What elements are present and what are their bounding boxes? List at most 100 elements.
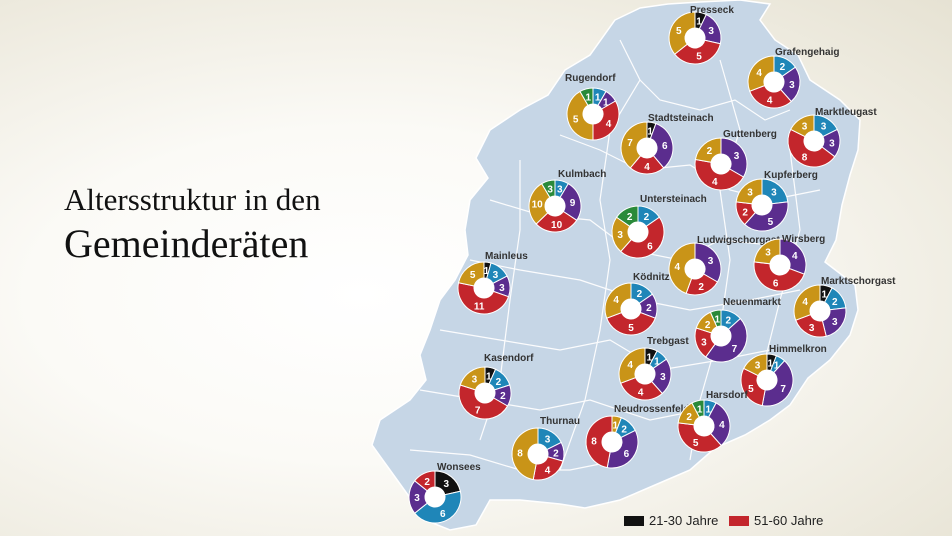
donut-hole bbox=[474, 278, 494, 298]
slice-value-label: 3 bbox=[765, 248, 771, 259]
slice-value-label: 3 bbox=[802, 122, 808, 133]
slice-value-label: 4 bbox=[627, 360, 633, 371]
donut-hole bbox=[628, 222, 648, 242]
slice-value-label: 3 bbox=[617, 230, 623, 241]
slice-value-label: 3 bbox=[499, 283, 505, 294]
slice-value-label: 7 bbox=[780, 384, 786, 395]
municipality-name-label: Neudrossenfeld bbox=[614, 404, 690, 415]
slice-value-label: 3 bbox=[708, 26, 714, 37]
donut-hole bbox=[752, 195, 772, 215]
slice-value-label: 3 bbox=[771, 188, 777, 199]
donut-ludwigschorgast: 3 2 4 Ludwigschorgast bbox=[668, 235, 780, 296]
slice-value-label: 6 bbox=[662, 141, 668, 152]
slice-value-label: 1 bbox=[654, 357, 660, 368]
slice-value-label: 4 bbox=[606, 119, 612, 130]
map-title: Altersstruktur in den Gemeinderäten bbox=[64, 180, 321, 268]
slice-value-label: 5 bbox=[628, 323, 634, 334]
slice-value-label: 6 bbox=[624, 449, 630, 460]
slice-value-label: 3 bbox=[734, 151, 740, 162]
slice-value-label: 2 bbox=[644, 212, 650, 223]
municipality-name-label: Kupferberg bbox=[764, 170, 818, 181]
slice-value-label: 1 bbox=[486, 371, 492, 382]
donut-hole bbox=[770, 255, 790, 275]
municipality-name-label: Presseck bbox=[690, 5, 734, 16]
slice-value-label: 7 bbox=[627, 138, 633, 149]
donut-marktschorgast: 12 3 3 4 Marktschorgast bbox=[793, 276, 896, 338]
slice-value-label: 2 bbox=[832, 297, 838, 308]
donut-slice bbox=[458, 384, 509, 420]
municipality-name-label: Trebgast bbox=[647, 336, 689, 347]
donut-hole bbox=[621, 299, 641, 319]
slice-value-label: 2 bbox=[780, 62, 786, 73]
municipality-name-label: Himmelkron bbox=[769, 344, 827, 355]
slice-value-label: 3 bbox=[557, 185, 563, 196]
donut-trebgast: 1 13 4 4 Trebgast bbox=[618, 336, 689, 401]
slice-value-label: 1 bbox=[647, 126, 653, 137]
slice-value-label: 2 bbox=[686, 412, 692, 423]
slice-value-label: 5 bbox=[470, 270, 476, 281]
slice-value-label: 2 bbox=[627, 212, 633, 223]
slice-value-label: 2 bbox=[553, 448, 559, 459]
donut-hole bbox=[635, 364, 655, 384]
slice-value-label: 1 bbox=[696, 16, 702, 27]
slice-value-label: 5 bbox=[693, 438, 699, 449]
slice-value-label: 2 bbox=[726, 316, 732, 327]
donut-wirsberg: 4 6 3 Wirsberg bbox=[753, 234, 825, 292]
donut-koednitz: 22 5 4 Ködnitz bbox=[604, 272, 670, 336]
slice-value-label: 11 bbox=[474, 301, 485, 312]
donut-hole bbox=[545, 196, 565, 216]
donut-hole bbox=[810, 301, 830, 321]
slice-value-label: 1 bbox=[768, 358, 774, 369]
donut-hole bbox=[764, 72, 784, 92]
legend-label-51-60: 51-60 Jahre bbox=[754, 513, 824, 528]
municipality-name-label: Marktleugast bbox=[815, 107, 877, 118]
donut-slice bbox=[620, 216, 665, 259]
slice-value-label: 9 bbox=[570, 198, 576, 209]
donut-grafengehaig: 23 4 4 Grafengehaig bbox=[747, 47, 839, 109]
donut-hole bbox=[685, 28, 705, 48]
legend-swatch-51-60 bbox=[729, 515, 749, 526]
slice-value-label: 3 bbox=[708, 256, 714, 267]
municipality-name-label: Ludwigschorgast bbox=[697, 235, 780, 246]
slice-value-label: 4 bbox=[767, 95, 773, 106]
slice-value-label: 10 bbox=[532, 200, 544, 211]
donut-hole bbox=[528, 444, 548, 464]
slice-value-label: 5 bbox=[768, 217, 774, 228]
donut-presseck: 13 5 5 Presseck bbox=[668, 5, 734, 65]
slice-value-label: 4 bbox=[674, 262, 680, 273]
slice-value-label: 1 bbox=[603, 97, 609, 108]
slice-value-label: 3 bbox=[809, 323, 815, 334]
donut-kupferberg: 3 5 2 3 Kupferberg bbox=[735, 170, 818, 232]
municipality-name-label: Wirsberg bbox=[782, 234, 825, 245]
municipality-name-label: Kasendorf bbox=[484, 353, 534, 364]
slice-value-label: 3 bbox=[821, 122, 827, 133]
slice-value-label: 4 bbox=[792, 251, 798, 262]
slice-value-label: 1 bbox=[647, 353, 653, 364]
slice-value-label: 4 bbox=[802, 297, 808, 308]
municipality-name-label: Harsdorf bbox=[706, 390, 748, 401]
slice-value-label: 2 bbox=[707, 146, 713, 157]
slice-value-label: 3 bbox=[472, 374, 478, 385]
slice-value-label: 2 bbox=[698, 282, 704, 293]
municipality-name-label: Neuenmarkt bbox=[723, 297, 781, 308]
donut-hole bbox=[711, 326, 731, 346]
donut-hole bbox=[602, 432, 622, 452]
municipality-name-label: Mainleus bbox=[485, 251, 528, 262]
slice-value-label: 7 bbox=[475, 405, 481, 416]
slice-value-label: 1 bbox=[714, 314, 720, 325]
slice-value-label: 5 bbox=[573, 115, 579, 126]
donut-kasendorf: 12 2 7 3 Kasendorf bbox=[458, 353, 534, 420]
municipality-name-label: Kulmbach bbox=[558, 169, 606, 180]
slice-value-label: 5 bbox=[676, 26, 682, 37]
slice-value-label: 3 bbox=[747, 188, 753, 199]
slice-value-label: 3 bbox=[493, 270, 499, 281]
slice-value-label: 2 bbox=[496, 377, 502, 388]
title-line-1: Altersstruktur in den bbox=[64, 182, 321, 217]
slice-value-label: 3 bbox=[701, 338, 707, 349]
slice-value-label: 8 bbox=[802, 152, 808, 163]
donut-thurnau: 324 8 Thurnau bbox=[511, 416, 580, 481]
municipality-name-label: Rugendorf bbox=[565, 73, 616, 84]
slice-value-label: 4 bbox=[756, 68, 762, 79]
